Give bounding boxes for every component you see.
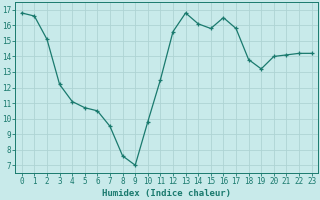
X-axis label: Humidex (Indice chaleur): Humidex (Indice chaleur) xyxy=(102,189,231,198)
